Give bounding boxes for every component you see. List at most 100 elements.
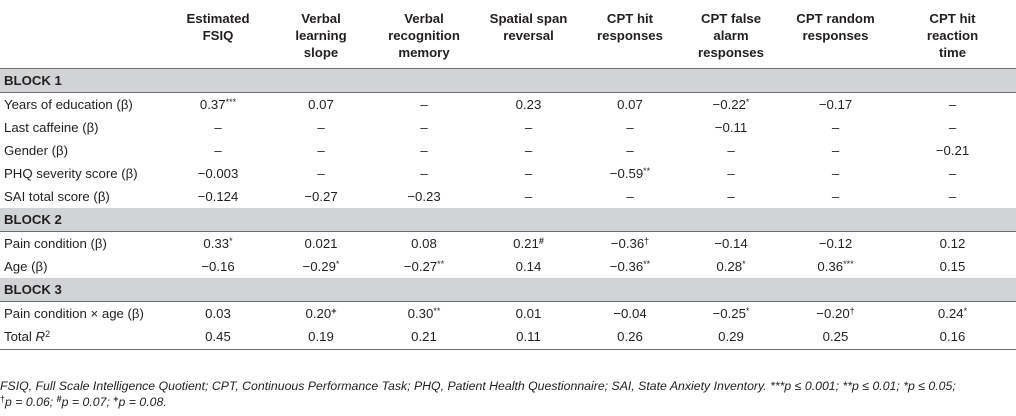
table-cell: −0.14	[714, 235, 748, 251]
table-cell: –	[831, 119, 840, 135]
table-cell: –	[831, 142, 840, 158]
table-row: Age (β) −0.16 −0.29* −0.27** 0.14 −0.36** 0.28…	[0, 255, 1016, 278]
table-cell: 0.03	[205, 305, 231, 321]
table-cell: –	[948, 165, 957, 181]
table-cell: 0.12	[939, 235, 966, 251]
table-cell: –	[420, 119, 428, 135]
table-cell: –	[317, 119, 325, 135]
table-cell: −0.124	[197, 188, 239, 204]
table-cell: 0.36***	[817, 258, 854, 274]
block-title: BLOCK 1	[0, 67, 1016, 93]
row-label: Pain condition (β)	[4, 235, 107, 251]
table-cell: 0.16	[889, 324, 1016, 350]
table-cell: −0.25*	[712, 305, 750, 321]
table-cell: 0.20+	[305, 305, 337, 321]
footnote-line-1: FSIQ, Full Scale Intelligence Quotient; …	[0, 379, 956, 393]
block-title: BLOCK 3	[0, 277, 1016, 302]
table-cell: 0.24*	[937, 305, 968, 321]
table-cell: –	[831, 188, 840, 204]
table-cell: –	[420, 165, 428, 181]
table-cell: 0.45	[165, 324, 271, 350]
column-header: CPT hit reaction time	[889, 0, 1016, 69]
column-header: CPT random responses	[782, 0, 889, 69]
table-cell: 0.01	[515, 305, 542, 321]
column-header: CPT false alarm responses	[680, 0, 782, 69]
table-cell: 0.21	[371, 324, 477, 350]
table-cell: −0.59**	[609, 165, 651, 181]
table-cell: 0.07	[617, 96, 643, 112]
table-cell: –	[317, 142, 325, 158]
block-header-row: BLOCK 3	[0, 277, 1016, 302]
row-label: Gender (β)	[4, 142, 69, 158]
table-cell: –	[524, 142, 533, 158]
block-header-row: BLOCK 2	[0, 207, 1016, 232]
table-cell: 0.14	[515, 258, 542, 274]
table-cell: –	[948, 119, 957, 135]
table-cell: 0.29	[680, 324, 782, 350]
row-label: Pain condition × age (β)	[4, 305, 144, 321]
row-label: Age (β)	[4, 258, 48, 274]
table-cell: 0.25	[782, 324, 889, 350]
table-cell: –	[727, 165, 735, 181]
table-row: Gender (β) – – – – – – – −0.21	[0, 139, 1016, 162]
table-cell: –	[420, 142, 428, 158]
table-cell: 0.37***	[199, 96, 237, 112]
column-header: Verbal learning slope	[271, 0, 371, 69]
column-header: Verbal recognition memory	[371, 0, 477, 69]
table-cell: 0.23	[515, 96, 542, 112]
table-header-row: Estimated FSIQ Verbal learning slope Verbal re…	[0, 0, 1016, 69]
table-row: Years of education (β) 0.37*** 0.07 – 0.23 0.…	[0, 92, 1016, 116]
table-cell: –	[420, 96, 428, 112]
table-body: BLOCK 1 Years of education (β) 0.37*** 0.07…	[0, 67, 1016, 350]
table-cell: 0.08	[411, 235, 437, 251]
table-cell: −0.22*	[712, 96, 750, 112]
table-row: PHQ severity score (β) −0.003 – – – −0.59** – –…	[0, 162, 1016, 185]
table-row: Total R2 0.45 0.19 0.21 0.11 0.26 0.29 0.25 0.16	[0, 324, 1016, 350]
table-cell: −0.36†	[610, 235, 650, 251]
block-header-row: BLOCK 1	[0, 67, 1016, 93]
table-cell: −0.16	[201, 258, 235, 274]
table-cell: −0.27**	[403, 258, 445, 274]
table-cell: –	[948, 96, 957, 112]
table-cell: –	[626, 119, 634, 135]
table-cell: –	[831, 165, 840, 181]
table-cell: 0.30**	[407, 305, 441, 321]
regression-table: Estimated FSIQ Verbal learning slope Verbal re…	[0, 0, 1016, 350]
table-cell: –	[214, 119, 222, 135]
table-cell: –	[626, 142, 634, 158]
table-cell: –	[524, 119, 533, 135]
table-cell: 0.21#	[513, 235, 544, 251]
table-cell: −0.11	[714, 119, 748, 135]
table-row: Pain condition (β) 0.33* 0.021 0.08 0.21# −0.…	[0, 231, 1016, 255]
table-cell: –	[317, 165, 325, 181]
table-cell: 0.15	[939, 258, 966, 274]
column-header: Spatial span reversal	[477, 0, 580, 69]
table-cell: −0.21	[935, 142, 970, 158]
table-cell: −0.003	[197, 165, 239, 181]
table-cell: 0.33*	[203, 235, 233, 251]
table-row: Last caffeine (β) – – – – – −0.11 – –	[0, 116, 1016, 139]
table-cell: −0.04	[613, 305, 647, 321]
header-corner	[0, 0, 165, 69]
table-cell: –	[214, 142, 222, 158]
table-cell: –	[727, 142, 735, 158]
table-cell: −0.17	[818, 96, 853, 112]
table-cell: –	[524, 165, 533, 181]
table-footnote: FSIQ, Full Scale Intelligence Quotient; …	[0, 378, 1016, 410]
table-row: Pain condition × age (β) 0.03 0.20+ 0.30** 0…	[0, 301, 1016, 325]
row-label: SAI total score (β)	[4, 188, 110, 204]
table-cell: 0.28*	[716, 258, 746, 274]
table-cell: 0.021	[304, 235, 338, 251]
table-cell: 0.19	[271, 324, 371, 350]
footnote-line-2: †p = 0.06; #p = 0.07; +p = 0.08.	[0, 394, 167, 410]
table-cell: 0.11	[477, 324, 580, 350]
table-cell: −0.12	[818, 235, 853, 251]
row-label: Total R2	[0, 324, 165, 350]
table-cell: −0.23	[407, 188, 441, 204]
table-cell: 0.07	[308, 96, 334, 112]
table-cell: −0.36**	[609, 258, 651, 274]
table-cell: −0.27	[304, 188, 338, 204]
table-cell: −0.29*	[302, 258, 340, 274]
row-label: Years of education (β)	[4, 96, 133, 112]
row-label: Last caffeine (β)	[4, 119, 99, 135]
